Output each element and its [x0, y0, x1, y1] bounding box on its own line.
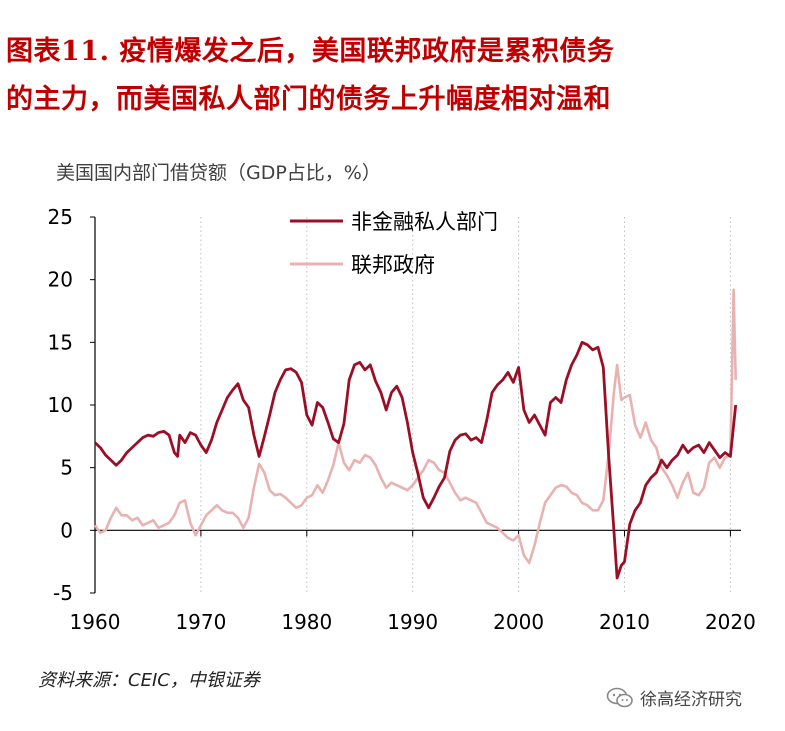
y-tick-label: -5	[53, 581, 73, 605]
legend-label: 联邦政府	[351, 253, 435, 277]
series-line-federal	[93, 288, 737, 565]
y-tick-label: 10	[48, 393, 73, 417]
wechat-icon	[606, 687, 633, 707]
y-tick-label: 0	[60, 518, 73, 542]
legend-label: 非金融私人部门	[351, 210, 498, 234]
x-tick-label: 2020	[705, 610, 756, 634]
chart-title-line-1: 图表11. 疫情爆发之后，美国联邦政府是累积债务	[6, 36, 615, 67]
series-line-private	[94, 340, 738, 580]
x-tick-label: 1990	[387, 610, 438, 634]
x-tick-label: 1960	[70, 610, 121, 634]
x-tick-label: 2000	[493, 610, 544, 634]
source-note: 资料来源：CEIC，中银证券	[38, 670, 260, 691]
y-tick-label: 5	[60, 456, 73, 480]
y-tick-label: 25	[48, 205, 73, 229]
y-tick-label: 20	[48, 268, 73, 292]
y-axis-label: 美国国内部门借贷额（GDP占比，%）	[56, 162, 381, 184]
x-tick-label: 1980	[281, 610, 332, 634]
x-tick-label: 2010	[599, 610, 650, 634]
brand-watermark: 徐高经济研究	[606, 685, 742, 710]
brand-name: 徐高经济研究	[640, 690, 742, 710]
y-tick-label: 15	[48, 330, 73, 354]
line-chart: -5 0 5 10 15 20 25 1960 1970 1980 1990 2000 2010 2020…	[48, 205, 756, 634]
chart-title-line-2: 的主力，而美国私人部门的债务上升幅度相对温和	[6, 84, 611, 115]
x-tick-label: 1970	[175, 610, 226, 634]
